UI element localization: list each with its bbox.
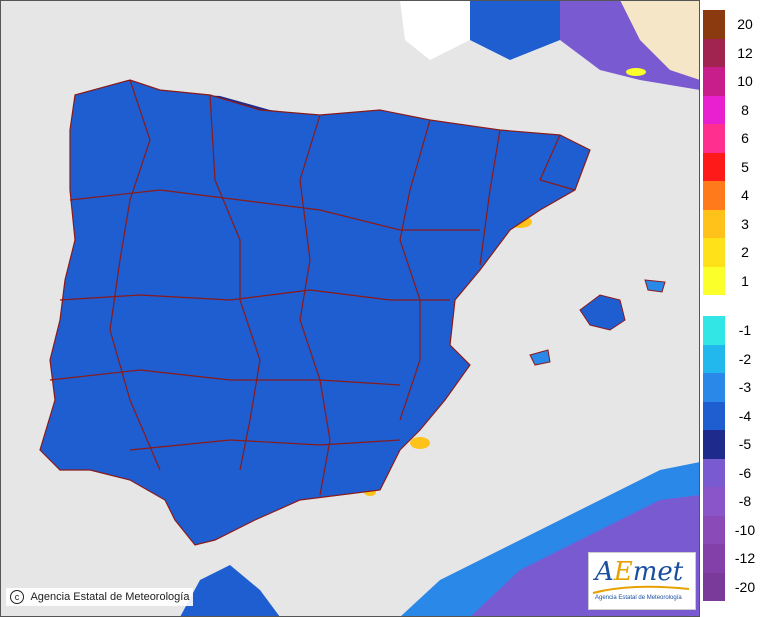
legend-swatch bbox=[703, 316, 725, 345]
legend-swatch bbox=[703, 67, 725, 96]
warm-spot-france bbox=[626, 68, 646, 76]
legend-label: -3 bbox=[738, 379, 752, 396]
legend-swatch bbox=[703, 458, 725, 487]
legend-label: 8 bbox=[741, 101, 749, 118]
logo-subtitle: Agencia Estatal de Meteorología bbox=[595, 595, 682, 601]
legend-swatch bbox=[703, 95, 725, 124]
mallorca bbox=[580, 295, 625, 330]
legend-label: -1 bbox=[738, 322, 752, 339]
legend-label: 20 bbox=[737, 16, 753, 33]
france-region bbox=[400, 0, 700, 90]
logo-rest: met bbox=[632, 557, 684, 587]
legend-swatch bbox=[703, 373, 725, 402]
legend-swatch bbox=[703, 430, 725, 459]
legend-swatch bbox=[703, 124, 725, 153]
legend-label: -6 bbox=[738, 464, 752, 481]
island-borders bbox=[529, 279, 666, 366]
legend-label: -20 bbox=[734, 578, 756, 595]
logo-a: A bbox=[595, 557, 614, 587]
legend-label: -12 bbox=[734, 550, 756, 567]
legend-swatch bbox=[703, 238, 725, 267]
legend-label: 6 bbox=[741, 130, 749, 147]
logo-wordmark: AEmet bbox=[595, 557, 683, 587]
color-legend: 20 12 10 8 6 5 4 3 2 1 -1 -2 -3 -4 -5 -6 -8 -10 -12 -20 bbox=[703, 10, 760, 610]
legend-swatch bbox=[703, 515, 725, 544]
legend-swatch bbox=[703, 10, 725, 39]
legend-swatch bbox=[703, 266, 725, 295]
credit-text: Agencia Estatal de Meteorología bbox=[30, 590, 190, 603]
legend-label: -8 bbox=[738, 493, 752, 510]
map-svg bbox=[0, 0, 700, 617]
legend-label: -10 bbox=[734, 521, 756, 538]
france-white-area bbox=[400, 0, 480, 60]
warm-spot-southeast bbox=[410, 437, 430, 449]
legend-label: -5 bbox=[738, 436, 752, 453]
legend-label: 4 bbox=[741, 187, 749, 204]
legend-label: -4 bbox=[738, 407, 752, 424]
france-blue-area bbox=[470, 0, 560, 60]
legend-swatch bbox=[703, 344, 725, 373]
logo-swoosh-icon bbox=[592, 585, 690, 594]
menorca bbox=[645, 280, 665, 292]
temperature-map bbox=[0, 0, 700, 617]
legend-swatch bbox=[703, 572, 725, 601]
legend-swatch bbox=[703, 401, 725, 430]
region-borders bbox=[39, 79, 591, 546]
legend-swatch bbox=[703, 38, 725, 67]
legend-swatch bbox=[703, 152, 725, 181]
legend-label: 12 bbox=[737, 44, 753, 61]
morocco-tip bbox=[180, 565, 280, 617]
legend-label: 3 bbox=[741, 215, 749, 232]
legend-swatch bbox=[703, 487, 725, 516]
legend-label: 2 bbox=[741, 244, 749, 261]
france-beige-area bbox=[620, 0, 700, 80]
legend-label: 10 bbox=[737, 73, 753, 90]
legend-label: 1 bbox=[741, 272, 749, 289]
legend-swatch bbox=[703, 209, 725, 238]
aemet-logo: AEmet Agencia Estatal de Meteorología bbox=[588, 552, 696, 610]
legend-label: -2 bbox=[738, 350, 752, 367]
agency-credit: c Agencia Estatal de Meteorología bbox=[6, 588, 194, 606]
legend-label: 5 bbox=[741, 158, 749, 175]
logo-e: E bbox=[613, 557, 633, 587]
legend-swatch bbox=[703, 181, 725, 210]
copyright-icon: c bbox=[10, 590, 24, 604]
legend-swatch bbox=[703, 544, 725, 573]
